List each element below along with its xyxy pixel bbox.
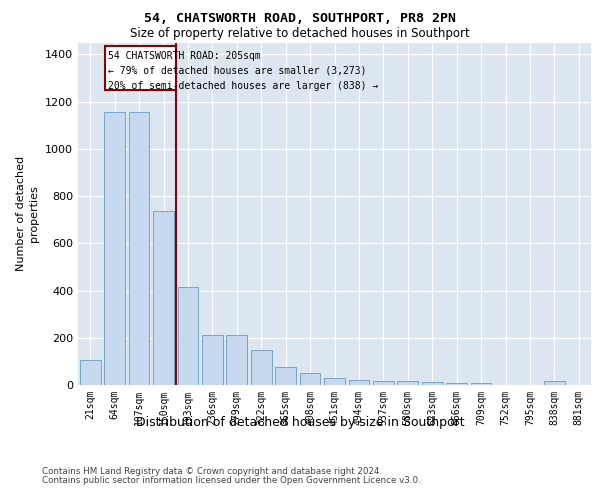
Text: 54 CHATSWORTH ROAD: 205sqm: 54 CHATSWORTH ROAD: 205sqm: [108, 51, 260, 61]
Bar: [373, 382, 394, 385]
Bar: [422, 382, 443, 385]
Bar: [251, 350, 272, 385]
Bar: [178, 287, 199, 385]
Y-axis label: Number of detached
properties: Number of detached properties: [16, 156, 40, 272]
Text: 54, CHATSWORTH ROAD, SOUTHPORT, PR8 2PN: 54, CHATSWORTH ROAD, SOUTHPORT, PR8 2PN: [144, 12, 456, 24]
Bar: [202, 336, 223, 385]
Text: Size of property relative to detached houses in Southport: Size of property relative to detached ho…: [130, 28, 470, 40]
Bar: [153, 212, 174, 385]
Bar: [80, 360, 101, 385]
Text: 20% of semi-detached houses are larger (838) →: 20% of semi-detached houses are larger (…: [108, 80, 378, 90]
Text: Distribution of detached houses by size in Southport: Distribution of detached houses by size …: [136, 416, 464, 429]
Bar: [544, 380, 565, 385]
Bar: [299, 373, 320, 385]
Bar: [128, 112, 149, 385]
Bar: [324, 378, 345, 385]
Text: ← 79% of detached houses are smaller (3,273): ← 79% of detached houses are smaller (3,…: [108, 66, 367, 76]
Bar: [397, 382, 418, 385]
Bar: [446, 382, 467, 385]
Text: Contains HM Land Registry data © Crown copyright and database right 2024.: Contains HM Land Registry data © Crown c…: [42, 468, 382, 476]
Bar: [470, 382, 491, 385]
Text: Contains public sector information licensed under the Open Government Licence v3: Contains public sector information licen…: [42, 476, 421, 485]
Bar: [275, 368, 296, 385]
Bar: [104, 112, 125, 385]
Bar: [226, 336, 247, 385]
Bar: [349, 380, 370, 385]
Bar: [105, 46, 176, 90]
